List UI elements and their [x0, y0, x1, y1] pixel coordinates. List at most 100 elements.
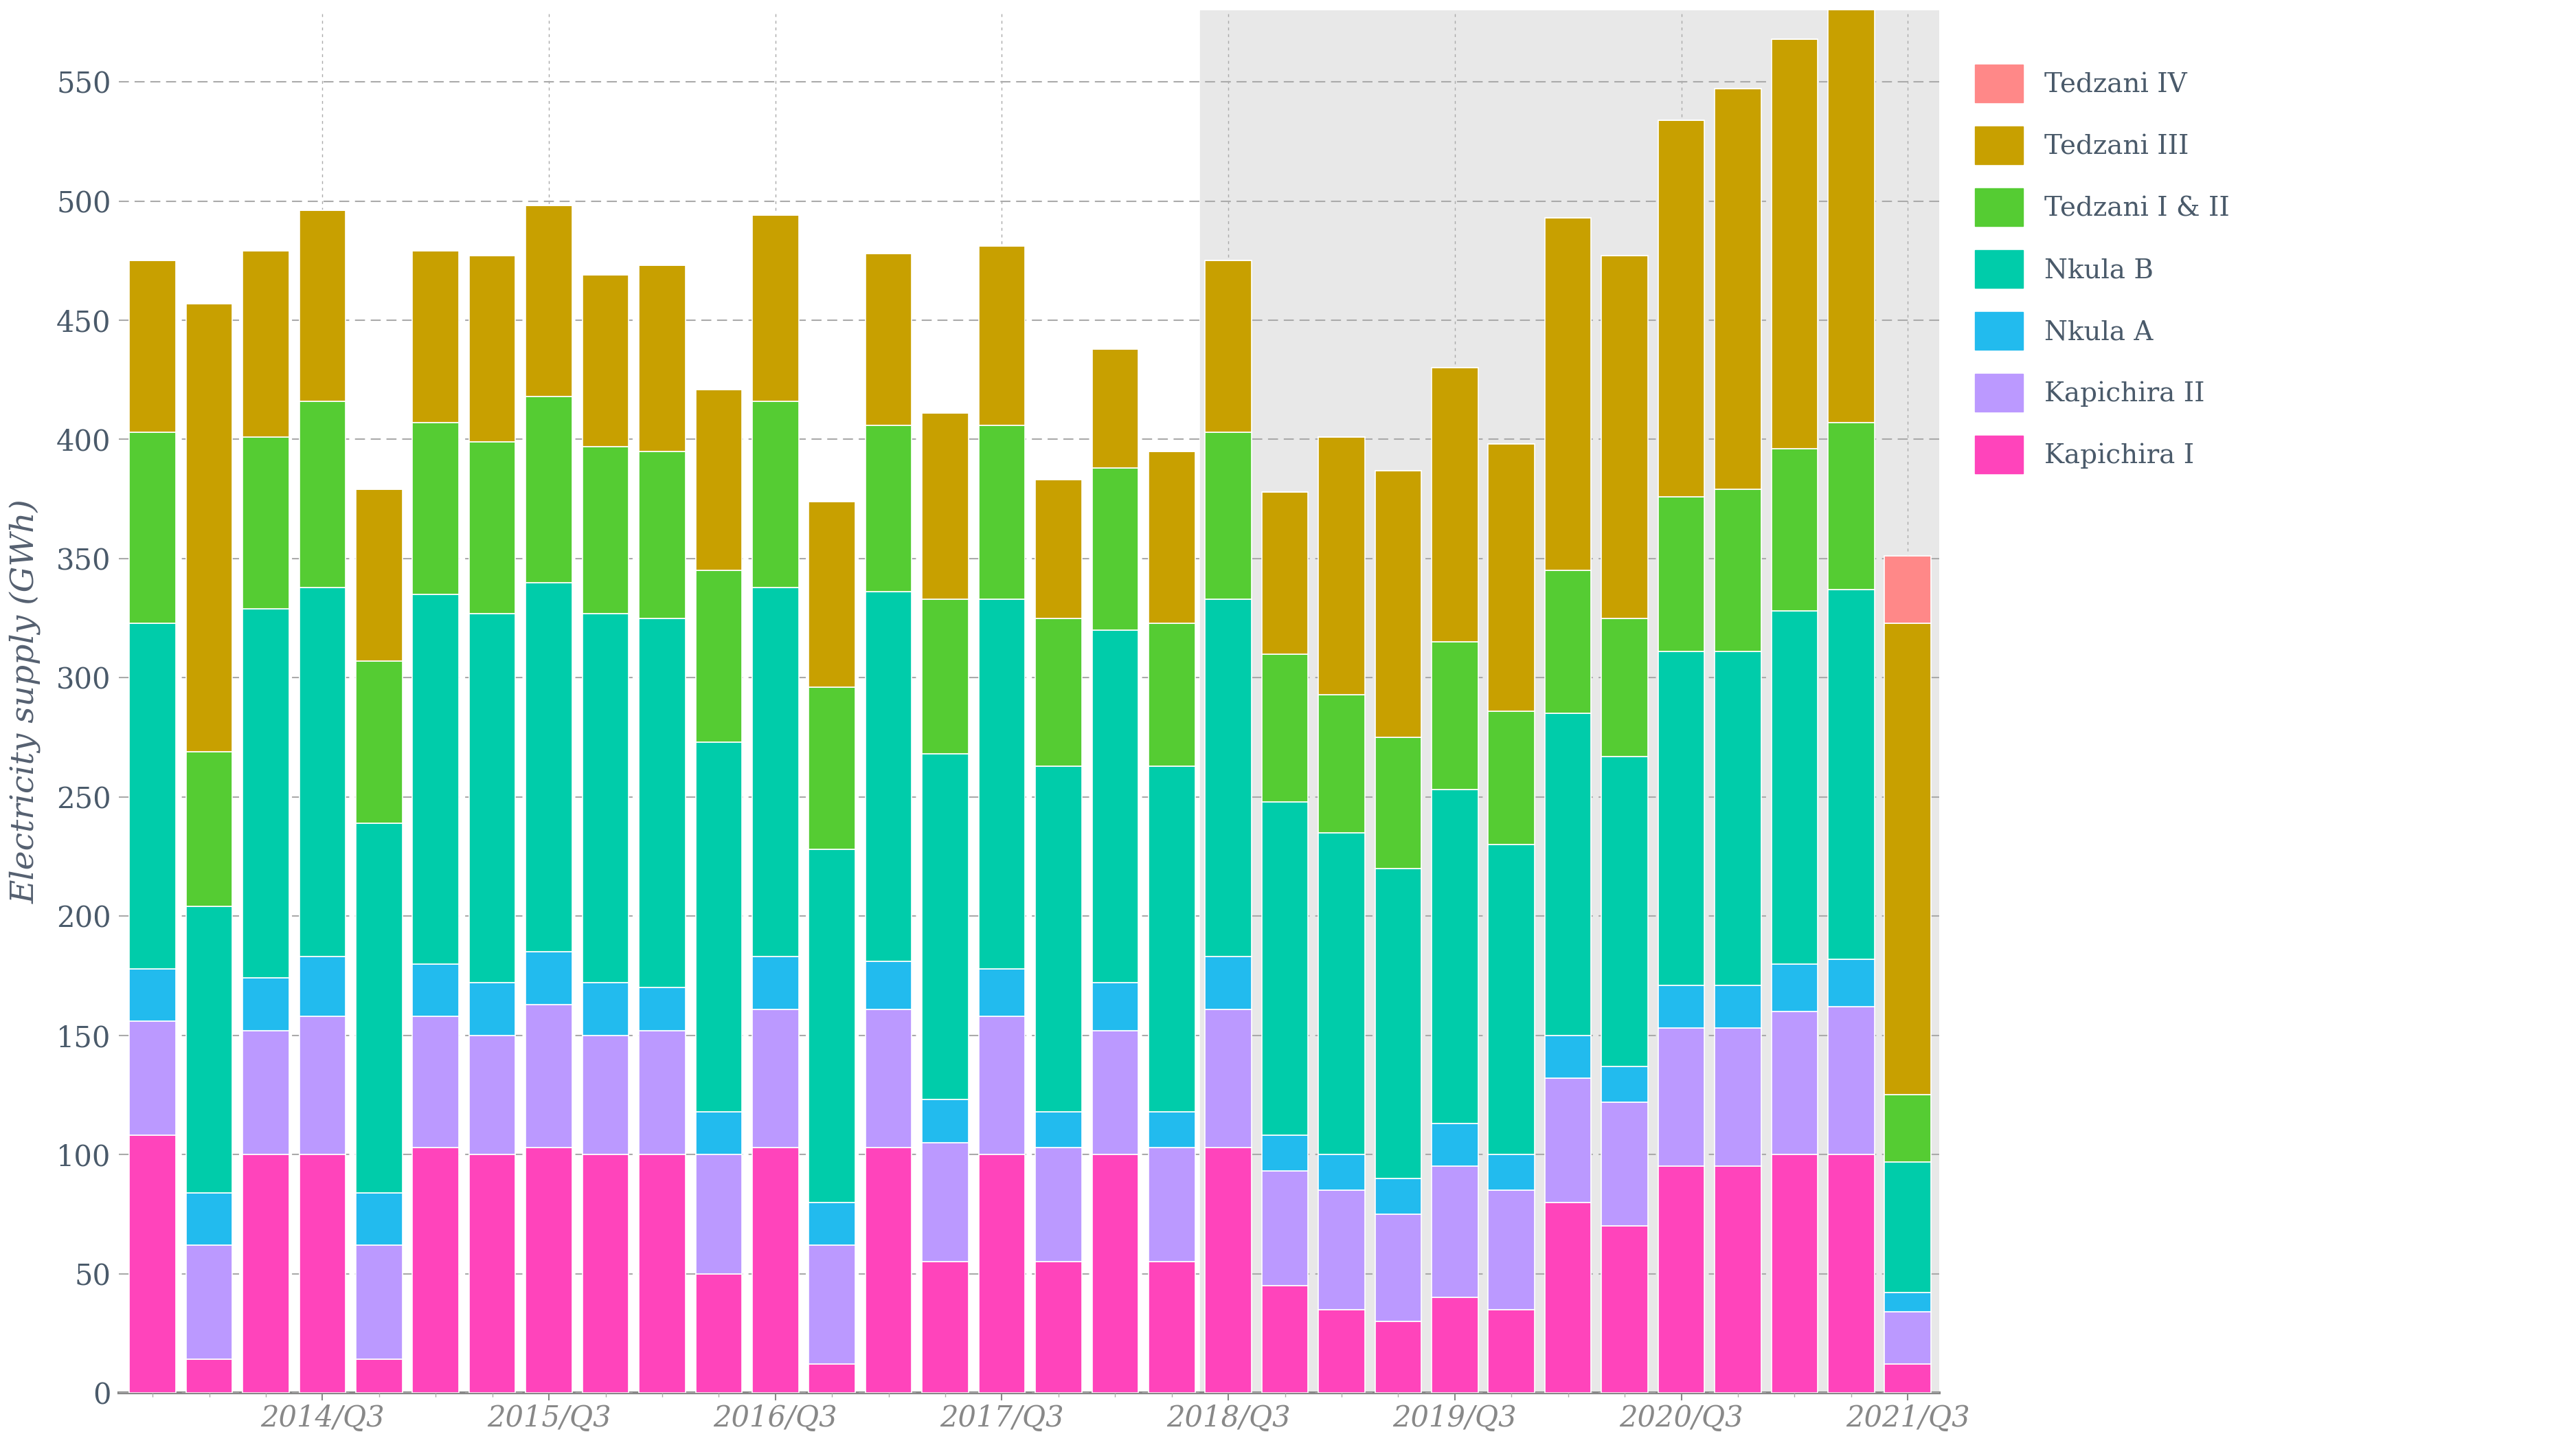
Bar	[299, 1154, 345, 1392]
Bar	[1886, 623, 1932, 1095]
Bar	[1716, 1029, 1762, 1166]
Bar	[1546, 1035, 1592, 1078]
Bar	[1092, 349, 1139, 468]
Bar	[1036, 766, 1082, 1111]
Bar	[1262, 1172, 1309, 1286]
Bar	[1546, 1202, 1592, 1392]
Bar	[696, 1274, 742, 1392]
Bar	[242, 251, 289, 437]
Bar	[1036, 481, 1082, 618]
Bar	[1200, 10, 1994, 1392]
Bar	[1149, 766, 1195, 1111]
Bar	[1432, 1124, 1479, 1166]
Bar	[1546, 570, 1592, 713]
Bar	[582, 446, 629, 613]
Bar	[752, 1009, 799, 1147]
Bar	[1602, 1066, 1649, 1102]
Bar	[922, 1100, 969, 1143]
Bar	[1659, 1029, 1705, 1166]
Bar	[979, 1154, 1025, 1392]
Bar	[469, 983, 515, 1035]
Bar	[639, 1154, 685, 1392]
Bar	[922, 1143, 969, 1261]
Bar	[299, 957, 345, 1016]
Bar	[979, 426, 1025, 599]
Bar	[1829, 960, 1875, 1007]
Bar	[1489, 711, 1535, 844]
Bar	[1432, 1297, 1479, 1392]
Bar	[639, 452, 685, 618]
Bar	[866, 254, 912, 426]
Bar	[1149, 623, 1195, 766]
Bar	[1092, 631, 1139, 983]
Bar	[752, 1147, 799, 1392]
Bar	[922, 413, 969, 599]
Bar	[1886, 1162, 1932, 1293]
Bar	[1772, 39, 1819, 449]
Bar	[1829, 1154, 1875, 1392]
Bar	[1772, 610, 1819, 964]
Bar	[1376, 869, 1422, 1179]
Bar	[129, 433, 175, 623]
Bar	[809, 687, 855, 850]
Bar	[1092, 983, 1139, 1030]
Bar	[866, 961, 912, 1009]
Bar	[1659, 496, 1705, 652]
Bar	[185, 1359, 232, 1392]
Bar	[1546, 713, 1592, 1035]
Bar	[1886, 1364, 1932, 1392]
Bar	[242, 1030, 289, 1154]
Bar	[185, 1245, 232, 1359]
Bar	[1659, 120, 1705, 496]
Bar	[1206, 1009, 1252, 1147]
Bar	[752, 215, 799, 401]
Bar	[1319, 1154, 1365, 1190]
Bar	[1659, 1166, 1705, 1392]
Bar	[129, 261, 175, 433]
Bar	[639, 266, 685, 452]
Bar	[355, 823, 402, 1192]
Bar	[696, 742, 742, 1111]
Bar	[752, 587, 799, 957]
Bar	[979, 1016, 1025, 1154]
Bar	[1036, 618, 1082, 766]
Bar	[979, 968, 1025, 1016]
Bar	[1319, 1190, 1365, 1309]
Bar	[1376, 737, 1422, 869]
Bar	[809, 1364, 855, 1392]
Bar	[639, 987, 685, 1030]
Bar	[696, 1111, 742, 1154]
Bar	[412, 595, 459, 964]
Y-axis label: Electricity supply (GWh): Electricity supply (GWh)	[10, 499, 41, 903]
Bar	[1376, 1179, 1422, 1214]
Bar	[1602, 618, 1649, 756]
Bar	[412, 964, 459, 1016]
Bar	[1886, 1312, 1932, 1364]
Bar	[185, 752, 232, 906]
Bar	[412, 1016, 459, 1147]
Bar	[582, 1035, 629, 1154]
Bar	[1432, 789, 1479, 1124]
Bar	[242, 437, 289, 609]
Bar	[1659, 986, 1705, 1029]
Bar	[129, 1022, 175, 1136]
Bar	[1206, 433, 1252, 599]
Bar	[866, 592, 912, 961]
Bar	[1376, 470, 1422, 737]
Bar	[1772, 1154, 1819, 1392]
Bar	[1149, 1111, 1195, 1147]
Bar	[809, 1202, 855, 1245]
Bar	[299, 587, 345, 957]
Bar	[582, 1154, 629, 1392]
Bar	[355, 661, 402, 823]
Bar	[1772, 449, 1819, 610]
Bar	[1319, 437, 1365, 694]
Bar	[1376, 1214, 1422, 1322]
Bar	[1659, 652, 1705, 986]
Bar	[129, 623, 175, 968]
Bar	[922, 599, 969, 755]
Bar	[1829, 0, 1875, 423]
Bar	[1886, 556, 1932, 623]
Bar	[1149, 452, 1195, 623]
Bar	[469, 255, 515, 442]
